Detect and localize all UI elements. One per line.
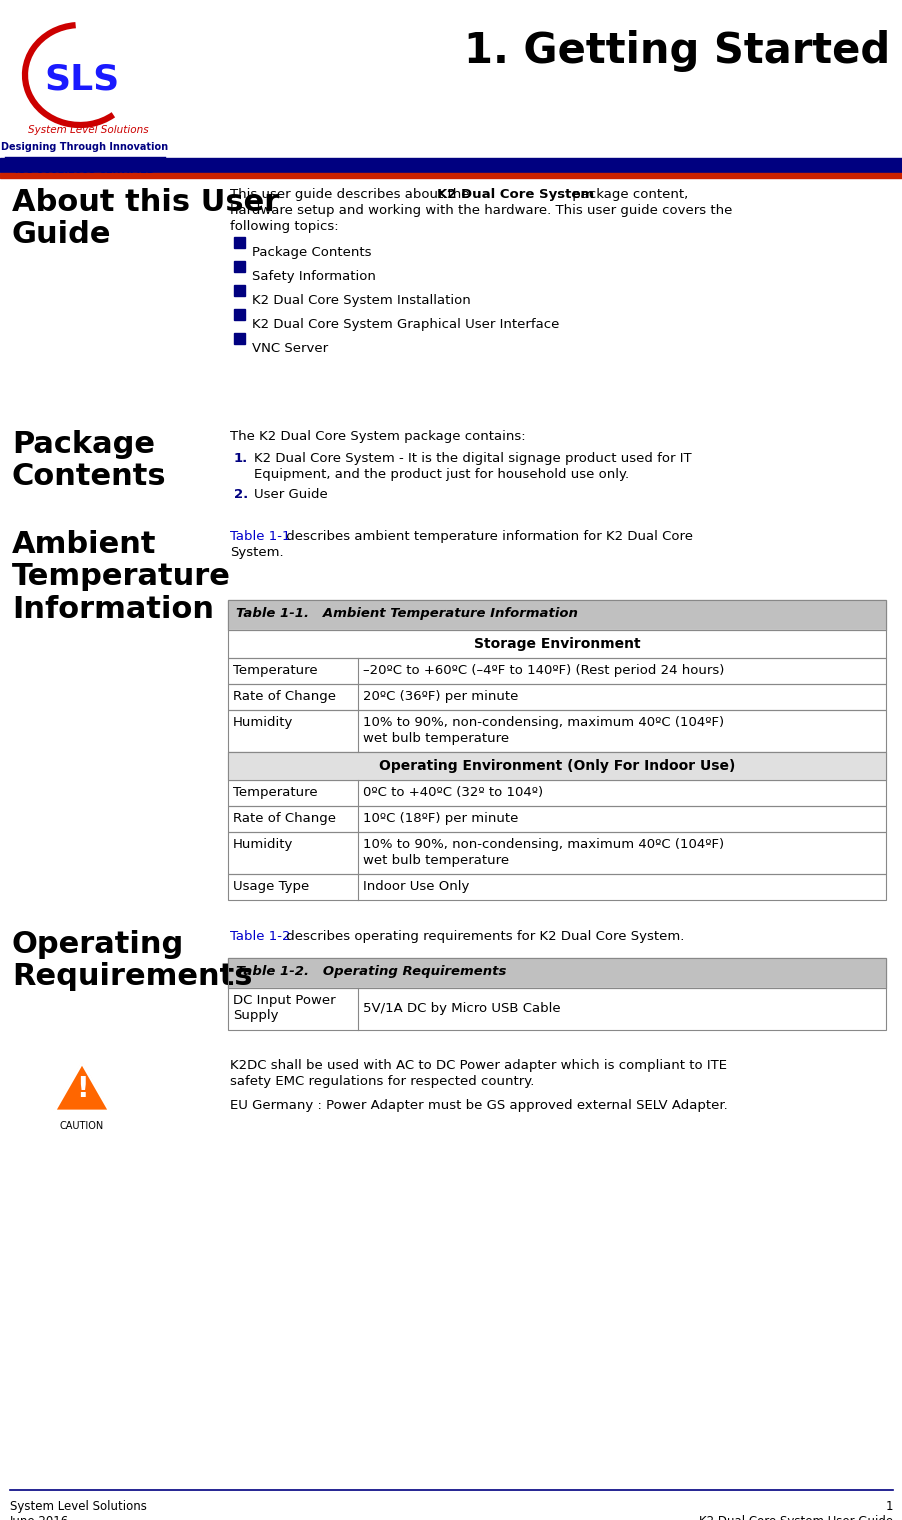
Bar	[234, 261, 244, 272]
Bar	[227, 600, 885, 629]
Text: package content,: package content,	[567, 188, 687, 201]
Bar	[227, 958, 885, 988]
Text: Equipment, and the product just for household use only.: Equipment, and the product just for hous…	[253, 468, 629, 480]
Bar	[234, 333, 244, 344]
Bar	[234, 237, 244, 248]
Text: Indoor Use Only: Indoor Use Only	[363, 880, 469, 894]
Bar	[227, 710, 885, 752]
Bar	[234, 286, 244, 296]
Text: Designing Through Innovation: Designing Through Innovation	[2, 141, 169, 152]
Bar	[5, 0, 170, 144]
Text: safety EMC regulations for respected country.: safety EMC regulations for respected cou…	[230, 1075, 534, 1088]
Bar	[227, 600, 885, 629]
Text: EU Germany : Power Adapter must be GS approved external SELV Adapter.: EU Germany : Power Adapter must be GS ap…	[230, 1099, 727, 1113]
Text: Storage Environment: Storage Environment	[474, 637, 640, 651]
Text: SLS: SLS	[44, 62, 119, 97]
Text: 1. Getting Started: 1. Getting Started	[464, 30, 889, 71]
Text: describes operating requirements for K2 Dual Core System.: describes operating requirements for K2 …	[281, 930, 684, 942]
Bar	[227, 874, 885, 900]
Text: User Guide: User Guide	[253, 488, 327, 502]
Text: K2 Dual Core System Graphical User Interface: K2 Dual Core System Graphical User Inter…	[252, 318, 558, 331]
Text: 10% to 90%, non-condensing, maximum 40ºC (104ºF): 10% to 90%, non-condensing, maximum 40ºC…	[363, 716, 723, 730]
Text: !: !	[76, 1076, 88, 1104]
Bar	[227, 988, 885, 1031]
Text: Humidity: Humidity	[233, 838, 293, 851]
Text: wet bulb temperature: wet bulb temperature	[363, 733, 509, 745]
Text: –20ºC to +60ºC (–4ºF to 140ºF) (Rest period 24 hours): –20ºC to +60ºC (–4ºF to 140ºF) (Rest per…	[363, 664, 723, 676]
Text: hardware setup and working with the hardware. This user guide covers the: hardware setup and working with the hard…	[230, 204, 732, 217]
Text: K2DC shall be used with AC to DC Power adapter which is compliant to ITE: K2DC shall be used with AC to DC Power a…	[230, 1059, 726, 1072]
Text: 1.: 1.	[234, 451, 248, 465]
Polygon shape	[54, 1062, 109, 1111]
Text: Usage Type: Usage Type	[233, 880, 308, 894]
Text: System Level Solutions: System Level Solutions	[10, 1500, 147, 1512]
Bar	[227, 831, 885, 874]
Text: The K2 Dual Core System package contains:: The K2 Dual Core System package contains…	[230, 430, 525, 442]
Text: 5V/1A DC by Micro USB Cable: 5V/1A DC by Micro USB Cable	[363, 1002, 560, 1015]
Text: 10% to 90%, non-condensing, maximum 40ºC (104ºF): 10% to 90%, non-condensing, maximum 40ºC…	[363, 838, 723, 851]
Text: Operating Environment (Only For Indoor Use): Operating Environment (Only For Indoor U…	[379, 758, 734, 774]
Bar	[227, 874, 885, 900]
Text: System.: System.	[230, 546, 283, 559]
Text: System Level Solutions: System Level Solutions	[28, 125, 148, 135]
Bar	[227, 958, 885, 988]
Bar	[0, 173, 902, 178]
Bar	[0, 158, 902, 172]
Text: K2 Dual Core System Installation: K2 Dual Core System Installation	[252, 293, 470, 307]
Text: describes ambient temperature information for K2 Dual Core: describes ambient temperature informatio…	[281, 530, 692, 543]
Text: K2 Dual Core System User Guide: K2 Dual Core System User Guide	[698, 1515, 892, 1520]
Text: 20ºC (36ºF) per minute: 20ºC (36ºF) per minute	[363, 690, 518, 702]
Bar	[227, 684, 885, 710]
Text: CAUTION: CAUTION	[60, 1122, 104, 1131]
Bar	[227, 629, 885, 658]
Text: Safety Information: Safety Information	[252, 271, 375, 283]
Text: Package
Contents: Package Contents	[12, 430, 167, 491]
Text: Table 1-1: Table 1-1	[230, 530, 290, 543]
Bar	[227, 710, 885, 752]
Bar	[234, 309, 244, 321]
Text: K2 Dual Core System - It is the digital signage product used for IT: K2 Dual Core System - It is the digital …	[253, 451, 691, 465]
Text: K2 Dual Core System: K2 Dual Core System	[437, 188, 594, 201]
Text: Operating
Requirements: Operating Requirements	[12, 930, 253, 991]
Bar	[227, 629, 885, 658]
Text: 10ºC (18ºF) per minute: 10ºC (18ºF) per minute	[363, 812, 518, 825]
Text: Ambient
Temperature
Information: Ambient Temperature Information	[12, 530, 231, 623]
Text: Humidity: Humidity	[233, 716, 293, 730]
Bar	[227, 831, 885, 874]
Text: Table 1-1.   Ambient Temperature Information: Table 1-1. Ambient Temperature Informati…	[235, 606, 577, 620]
Bar	[227, 780, 885, 806]
Bar	[227, 780, 885, 806]
Text: ISO 9001:2008 CERTIFIED: ISO 9001:2008 CERTIFIED	[15, 166, 155, 175]
Bar	[227, 684, 885, 710]
Text: Temperature: Temperature	[233, 664, 318, 676]
Text: VNC Server: VNC Server	[252, 342, 327, 356]
Bar	[227, 988, 885, 1031]
Text: Rate of Change: Rate of Change	[233, 812, 336, 825]
Text: 1: 1	[885, 1500, 892, 1512]
Text: Temperature: Temperature	[233, 786, 318, 800]
Bar	[227, 752, 885, 780]
Text: 2.: 2.	[234, 488, 248, 502]
Text: Table 1-2: Table 1-2	[230, 930, 290, 942]
Text: Rate of Change: Rate of Change	[233, 690, 336, 702]
Text: 0ºC to +40ºC (32º to 104º): 0ºC to +40ºC (32º to 104º)	[363, 786, 542, 800]
Text: wet bulb temperature: wet bulb temperature	[363, 854, 509, 866]
Text: following topics:: following topics:	[230, 220, 338, 233]
Bar	[227, 806, 885, 831]
Text: June 2016: June 2016	[10, 1515, 69, 1520]
Text: Package Contents: Package Contents	[252, 246, 371, 258]
Text: This user guide describes about the: This user guide describes about the	[230, 188, 474, 201]
Text: DC Input Power
Supply: DC Input Power Supply	[233, 994, 336, 1021]
Bar	[227, 752, 885, 780]
Text: Table 1-2.   Operating Requirements: Table 1-2. Operating Requirements	[235, 965, 506, 977]
Text: About this User
Guide: About this User Guide	[12, 188, 279, 249]
Bar	[227, 658, 885, 684]
Bar	[227, 806, 885, 831]
Bar	[227, 658, 885, 684]
